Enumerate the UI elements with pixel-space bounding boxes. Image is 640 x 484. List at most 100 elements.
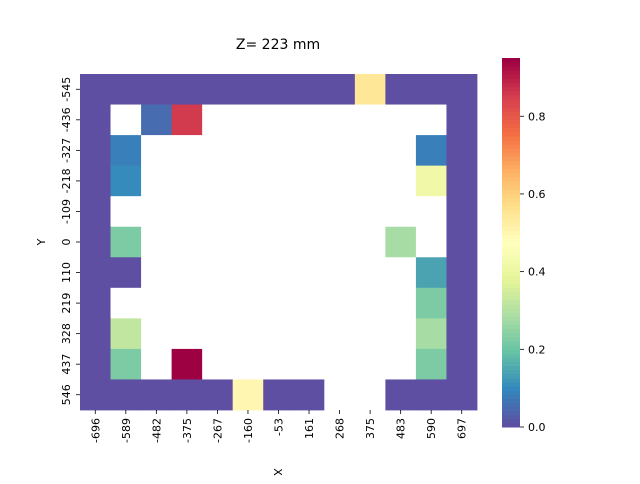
colorbar-segment: [502, 103, 520, 108]
heatmap-cell: [385, 196, 417, 228]
colorbar-segment: [502, 144, 520, 149]
heatmap-cell: [385, 348, 417, 380]
heatmap-cell: [202, 287, 234, 319]
colorbar-segment: [502, 213, 520, 219]
colorbar-segment: [502, 254, 520, 260]
heatmap-cell: [446, 226, 478, 258]
colorbar-segment: [502, 242, 520, 248]
heatmap-cell: [385, 257, 417, 289]
heatmap-cell: [232, 74, 264, 105]
heatmap-cell: [293, 196, 325, 228]
colorbar-segment: [502, 377, 520, 383]
heatmap-cell: [202, 165, 234, 197]
colorbar-segment: [502, 58, 520, 63]
colorbar-segment: [502, 156, 520, 161]
heatmap-cell: [80, 165, 111, 197]
heatmap-cell: [232, 165, 264, 197]
heatmap-cell: [446, 287, 478, 319]
colorbar-segment: [502, 271, 520, 276]
colorbar-tick-label: 0.8: [528, 110, 546, 123]
y-tick-label: -545: [60, 77, 73, 102]
colorbar-segment: [502, 283, 520, 289]
heatmap-cell: [232, 226, 264, 258]
colorbar-segment: [502, 398, 520, 403]
chart-title: Z= 223 mm: [236, 37, 320, 53]
colorbar-segment: [502, 115, 520, 120]
heatmap-cell: [141, 379, 173, 411]
colorbar-segment: [502, 263, 520, 268]
heatmap-cell: [232, 318, 264, 350]
heatmap-cell: [354, 135, 386, 167]
heatmap-cell: [232, 287, 264, 319]
colorbar-segment: [502, 295, 520, 301]
colorbar-segment: [502, 312, 520, 317]
colorbar-segment: [502, 308, 520, 313]
colorbar-segment: [502, 168, 520, 174]
heatmap-cell: [415, 74, 447, 105]
colorbar-segment: [502, 345, 520, 350]
heatmap-cell: [263, 196, 295, 228]
heatmap-cell: [263, 287, 295, 319]
colorbar-segment: [502, 82, 520, 88]
heatmap-cell: [141, 257, 173, 289]
heatmap-cell: [110, 104, 142, 136]
heatmap-cell: [80, 74, 111, 105]
heatmap-cell: [171, 165, 203, 197]
heatmap-cell: [354, 165, 386, 197]
y-tick-label: -327: [60, 138, 73, 163]
heatmap-cell: [141, 226, 173, 258]
colorbar-segment: [502, 135, 520, 141]
heatmap-cell: [446, 196, 478, 228]
heatmap-cell: [263, 379, 295, 411]
heatmap-cell: [110, 318, 142, 350]
colorbar-segment: [502, 316, 520, 321]
heatmap-cell: [324, 104, 356, 136]
colorbar-segment: [502, 365, 520, 371]
colorbar-segment: [502, 123, 520, 129]
colorbar-segment: [502, 332, 520, 338]
heatmap-cell: [202, 226, 234, 258]
heatmap-cell: [110, 257, 142, 289]
colorbar-segment: [502, 99, 520, 104]
heatmap-cell: [202, 348, 234, 380]
colorbar-segment: [502, 275, 520, 280]
colorbar-segment: [502, 164, 520, 170]
heatmap-cell: [354, 196, 386, 228]
colorbar-segment: [502, 160, 520, 166]
colorbar-segment: [502, 406, 520, 412]
colorbar-segment: [502, 422, 520, 428]
colorbar-segment: [502, 226, 520, 231]
colorbar-segment: [502, 74, 520, 79]
colorbar-segment: [502, 340, 520, 346]
heatmap-cell: [385, 104, 417, 136]
heatmap-cell: [141, 318, 173, 350]
heatmap-cell: [293, 257, 325, 289]
colorbar-segment: [502, 357, 520, 362]
colorbar-segment: [502, 394, 520, 399]
colorbar-segment: [502, 70, 520, 75]
colorbar-segment: [502, 390, 520, 395]
colorbar-segment: [502, 185, 520, 190]
heatmap-cell: [446, 257, 478, 289]
colorbar-segment: [502, 234, 520, 239]
colorbar-segment: [502, 140, 520, 145]
colorbar-tick-label: 0.2: [528, 343, 546, 356]
heatmap-cell: [141, 104, 173, 136]
heatmap-cell: [202, 104, 234, 136]
colorbar-segment: [502, 369, 520, 375]
colorbar-segment: [502, 107, 520, 112]
colorbar-segment: [502, 299, 520, 305]
heatmap-cell: [293, 74, 325, 105]
heatmap-cell: [171, 196, 203, 228]
colorbar-segment: [502, 152, 520, 157]
heatmap-cell: [202, 135, 234, 167]
heatmap-cell: [415, 348, 447, 380]
colorbar-segment: [502, 386, 520, 391]
heatmap-cell: [141, 348, 173, 380]
heatmap-cell: [141, 135, 173, 167]
colorbar-segment: [502, 418, 520, 424]
heatmap-cell: [263, 226, 295, 258]
colorbar-segment: [502, 361, 520, 366]
y-tick-label: 437: [60, 354, 73, 375]
